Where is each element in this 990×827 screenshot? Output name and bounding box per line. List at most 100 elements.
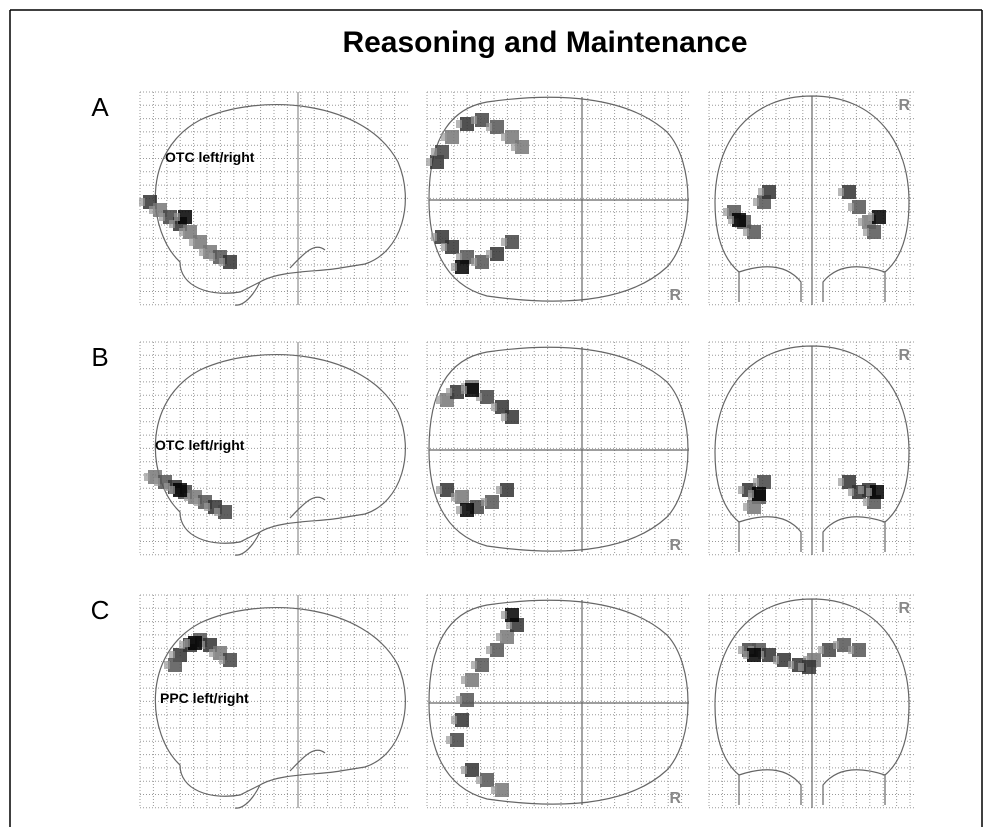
activation-edge	[461, 676, 467, 684]
activation-edge	[451, 263, 457, 271]
activation-edge	[753, 478, 759, 486]
activation-edge	[199, 248, 205, 256]
activation-edge	[451, 716, 457, 724]
orientation-marker: R	[669, 287, 681, 304]
activation	[465, 673, 479, 687]
activation-edge	[471, 116, 477, 124]
activation-edge	[209, 649, 215, 657]
activation-edge	[431, 148, 437, 156]
brain-outline	[428, 346, 689, 552]
activation	[445, 240, 459, 254]
activation	[460, 117, 474, 131]
activation-edge	[471, 258, 477, 266]
activation	[460, 503, 474, 517]
activation-edge	[491, 403, 497, 411]
activation-edge	[144, 473, 150, 481]
activation-edge	[506, 621, 512, 629]
activation-edge	[154, 478, 160, 486]
activation	[867, 225, 881, 239]
axial-view: R	[426, 341, 691, 556]
activation	[837, 638, 851, 652]
sagittal-view: OTC left/right	[139, 91, 408, 306]
activation-edge	[426, 158, 432, 166]
activation-edge	[486, 123, 492, 131]
activation-edge	[431, 233, 437, 241]
activation	[500, 483, 514, 497]
activation	[505, 608, 519, 622]
activation-edge	[471, 661, 477, 669]
activation-edge	[848, 646, 854, 654]
activation-edge	[441, 133, 447, 141]
activation	[515, 140, 529, 154]
activation	[480, 390, 494, 404]
activation	[872, 210, 886, 224]
activation-edge	[501, 133, 507, 141]
activation	[223, 653, 237, 667]
coronal-view: R	[708, 91, 915, 306]
activation-edge	[838, 188, 844, 196]
activation-edge	[743, 651, 749, 659]
activation-edge	[446, 736, 452, 744]
activation-edge	[748, 490, 754, 498]
activation-edge	[848, 488, 854, 496]
orientation-marker: R	[898, 97, 910, 114]
activation-edge	[866, 488, 872, 496]
activation	[777, 653, 791, 667]
orientation-marker: R	[669, 537, 681, 554]
activation	[455, 260, 469, 274]
activation	[435, 145, 449, 159]
activation-edge	[456, 696, 462, 704]
activation	[465, 763, 479, 777]
activation	[752, 487, 766, 501]
activation-edge	[486, 250, 492, 258]
activation	[490, 120, 504, 134]
activation-edge	[436, 396, 442, 404]
activation-edge	[456, 506, 462, 514]
activation-edge	[456, 253, 462, 261]
activation	[802, 660, 816, 674]
activation	[500, 630, 514, 644]
activation	[223, 255, 237, 269]
activation-edge	[174, 213, 180, 221]
activation-edge	[491, 786, 497, 794]
activation-edge	[451, 493, 457, 501]
activation-edge	[441, 243, 447, 251]
activation	[440, 483, 454, 497]
brain-outline	[714, 345, 910, 555]
activation	[762, 185, 776, 199]
activation-edge	[501, 413, 507, 421]
activation-edge	[863, 228, 869, 236]
activation	[450, 733, 464, 747]
activation-edge	[723, 208, 729, 216]
title: Reasoning and Maintenance	[342, 26, 747, 59]
orientation-marker: R	[669, 790, 681, 807]
coronal-view: R	[708, 341, 915, 556]
activation-edge	[214, 508, 220, 516]
activation	[842, 185, 856, 199]
brain-outline	[154, 354, 406, 556]
activation	[168, 658, 182, 672]
activation-edge	[838, 478, 844, 486]
activation-edge	[868, 213, 874, 221]
activation-edge	[476, 776, 482, 784]
activation	[445, 130, 459, 144]
activation	[732, 213, 746, 227]
activation	[173, 483, 187, 497]
orientation-marker: R	[898, 600, 910, 617]
activation	[218, 505, 232, 519]
activation-edge	[149, 206, 155, 214]
activation-edge	[833, 641, 839, 649]
activation-edge	[481, 498, 487, 506]
activation-edge	[788, 661, 794, 669]
activation-edge	[164, 483, 170, 491]
activation-edge	[798, 663, 804, 671]
activation-edge	[219, 258, 225, 266]
activation-edge	[496, 486, 502, 494]
activation	[852, 643, 866, 657]
activation-edge	[501, 238, 507, 246]
brain-outline	[714, 95, 910, 305]
activation-edge	[863, 498, 869, 506]
sagittal-view: PPC left/right	[139, 594, 408, 809]
activation	[870, 485, 884, 499]
